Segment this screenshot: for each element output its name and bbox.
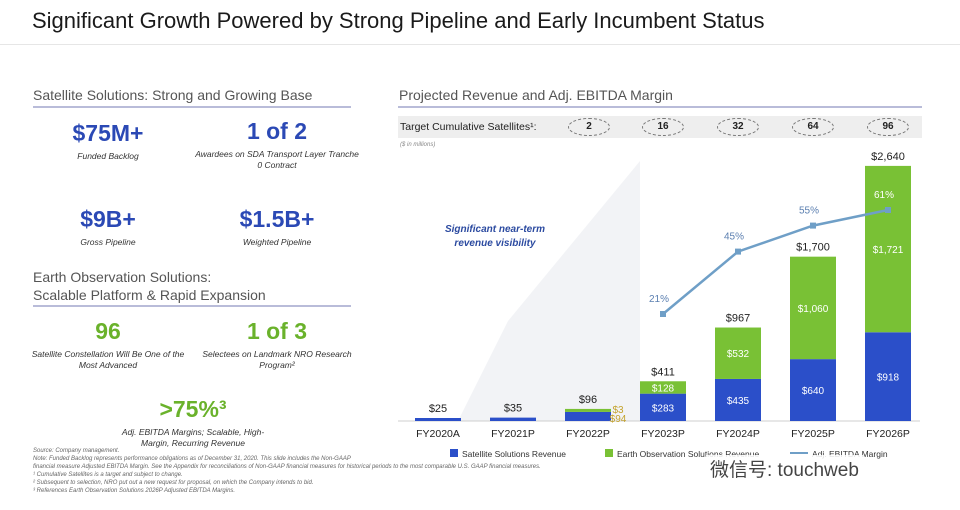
x-tick-label: FY2024P	[716, 428, 760, 440]
target-satellites-value: 64	[792, 118, 834, 136]
footnote: ² Subsequent to selection, NRO put out a…	[33, 480, 314, 486]
margin-line	[662, 208, 889, 315]
chart-section-rule	[398, 106, 922, 108]
legend-swatch	[605, 449, 613, 457]
margin-label: 21%	[649, 294, 669, 305]
bar-total-label: $411	[651, 366, 675, 378]
x-tick-label: FY2023P	[641, 428, 685, 440]
kpi-caption: Funded Backlog	[77, 151, 139, 161]
kpi-weighted-pipeline: $1.5B+ Weighted Pipeline	[192, 206, 362, 248]
bar-segment	[490, 417, 536, 421]
bar-segment	[640, 393, 686, 421]
legend-swatch	[450, 449, 458, 457]
kpi-gross-pipeline: $9B+ Gross Pipeline	[23, 206, 193, 248]
footnote: ³ References Earth Observation Solutions…	[33, 488, 236, 494]
bar-segment	[790, 359, 836, 421]
bar-segment	[865, 332, 911, 421]
bar-total-label: $967	[726, 313, 750, 325]
bar-segment	[565, 408, 611, 412]
margin-marker	[885, 207, 891, 213]
kpi-ebitda-margin: >75%³ Adj. EBITDA Margins; Scalable, Hig…	[108, 396, 278, 449]
kpi-caption: Awardees on SDA Transport Layer Tranche …	[195, 149, 359, 170]
kpi-caption: Selectees on Landmark NRO Research Progr…	[202, 349, 352, 370]
footnote: Note: Funded Backlog represents performa…	[33, 456, 351, 462]
bar-total-label: $35	[504, 403, 522, 415]
margin-label: 55%	[799, 206, 819, 217]
kpi-value: 1 of 2	[246, 118, 308, 144]
segment-label: $532	[727, 349, 750, 360]
footnote: financial measure Adjusted EBITDA Margin…	[33, 464, 541, 470]
kpi-value: $9B+	[80, 206, 136, 232]
legend-label: Adj. EBITDA Margin	[812, 449, 888, 459]
bar-segment	[715, 378, 761, 421]
segment-label: $283	[652, 403, 675, 414]
title-divider	[0, 44, 960, 45]
x-tick-label: FY2022P	[566, 428, 610, 440]
chart-section-heading: Projected Revenue and Adj. EBITDA Margin	[399, 87, 673, 103]
target-satellites-value: 96	[867, 118, 909, 136]
kpi-sda-awardees: 1 of 2 Awardees on SDA Transport Layer T…	[192, 118, 362, 171]
revenue-chart: $25 FY2020A $35 FY2021P $94$3 $96 FY2022P $283 $…	[398, 151, 920, 459]
earth-heading-line2: Scalable Platform & Rapid Expansion	[33, 287, 266, 303]
margin-marker	[735, 248, 741, 255]
segment-label: $435	[727, 396, 750, 407]
legend-label: Earth Observation Solutions Revenue	[617, 449, 759, 459]
footnote: Source: Company management.	[33, 448, 120, 454]
kpi-value: >75%³	[159, 396, 227, 422]
satellite-section-heading: Satellite Solutions: Strong and Growing …	[33, 87, 313, 103]
target-satellites-value: 2	[568, 118, 610, 136]
watermark: 微信号: touchweb	[706, 455, 863, 482]
kpi-value: 96	[95, 318, 121, 344]
kpi-value: 1 of 3	[246, 318, 308, 344]
bar-total-label: $1,700	[796, 242, 830, 254]
target-satellites-label: Target Cumulative Satellites¹:	[400, 121, 537, 133]
page-title: Significant Growth Powered by Strong Pip…	[32, 8, 765, 33]
bar-segment	[640, 381, 686, 394]
earth-section-rule	[33, 305, 351, 307]
bar-segment	[865, 165, 911, 333]
x-tick-label: FY2026P	[866, 428, 910, 440]
margin-marker	[660, 311, 666, 317]
earth-heading-line1: Earth Observation Solutions:	[33, 269, 212, 285]
segment-label: $1,060	[798, 304, 829, 315]
x-tick-label: FY2021P	[491, 428, 535, 440]
bar-total-label: $2,640	[871, 151, 905, 163]
kpi-funded-backlog: $75M+ Funded Backlog	[23, 120, 193, 162]
x-tick-label: FY2025P	[791, 428, 835, 440]
units-note: ($ in millions)	[400, 142, 436, 148]
margin-label: 45%	[724, 232, 744, 243]
segment-label: $94	[610, 414, 627, 425]
segment-label: $1,721	[873, 245, 904, 256]
bar-segment	[415, 418, 461, 421]
segment-label: $3	[612, 405, 624, 416]
target-satellites-value: 32	[717, 118, 759, 136]
legend-label: Satellite Solutions Revenue	[462, 449, 566, 459]
footnotes: Source: Company management. Note: Funded…	[33, 447, 593, 495]
kpi-value: $75M+	[72, 120, 144, 146]
kpi-nro-selectees: 1 of 3 Selectees on Landmark NRO Researc…	[192, 318, 362, 371]
kpi-value: $1.5B+	[239, 206, 315, 232]
kpi-caption: Weighted Pipeline	[242, 237, 312, 247]
earth-section-heading: Earth Observation Solutions: Scalable Pl…	[33, 268, 266, 304]
bar-total-label: $96	[579, 394, 597, 406]
segment-label: $918	[877, 373, 900, 384]
segment-label: $128	[652, 383, 675, 394]
target-satellites-value: 16	[642, 118, 684, 136]
bar-total-label: $25	[429, 403, 447, 415]
kpi-caption: Satellite Constellation Will Be One of t…	[31, 349, 185, 370]
margin-label: 61%	[874, 190, 894, 201]
kpi-constellation: 96 Satellite Constellation Will Be One o…	[23, 318, 193, 371]
kpi-caption: Adj. EBITDA Margins; Scalable, High-Marg…	[121, 427, 265, 448]
bar-segment	[565, 411, 611, 421]
bar-segment	[715, 327, 761, 379]
satellite-section-rule	[33, 106, 351, 108]
margin-marker	[810, 222, 816, 229]
segment-label: $640	[802, 386, 825, 397]
visibility-wedge	[458, 161, 640, 421]
visibility-annotation: Significant near-term revenue visibility	[444, 224, 546, 249]
footnote: ¹ Cumulative Satellites is a target and …	[33, 472, 183, 478]
x-tick-label: FY2020A	[416, 428, 460, 440]
kpi-caption: Gross Pipeline	[80, 237, 136, 247]
bar-segment	[790, 256, 836, 360]
